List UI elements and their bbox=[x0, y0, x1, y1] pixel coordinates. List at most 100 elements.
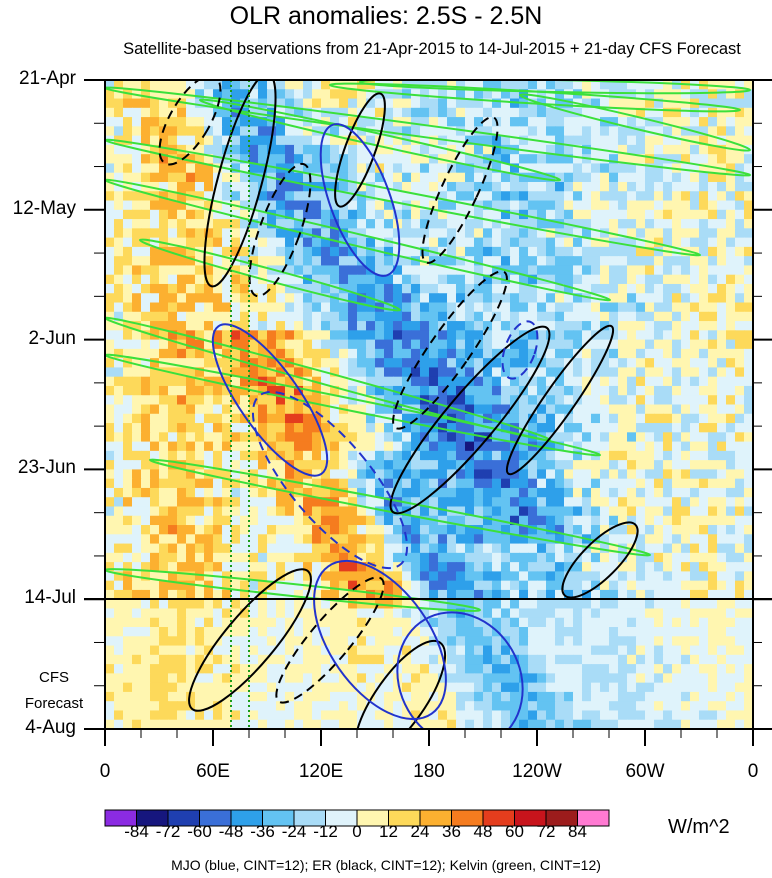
olr-cell bbox=[249, 163, 259, 174]
olr-cell bbox=[456, 552, 466, 563]
olr-cell bbox=[267, 385, 277, 396]
olr-cell bbox=[465, 608, 475, 619]
olr-cell bbox=[168, 181, 178, 192]
olr-cell bbox=[159, 701, 169, 712]
olr-cell bbox=[672, 293, 682, 304]
olr-cell bbox=[141, 385, 151, 396]
olr-cell bbox=[186, 404, 196, 415]
olr-cell bbox=[645, 404, 655, 415]
olr-cell bbox=[654, 645, 664, 656]
olr-cell bbox=[537, 237, 547, 248]
olr-cell bbox=[492, 710, 502, 721]
olr-cell bbox=[537, 617, 547, 628]
olr-cell bbox=[168, 682, 178, 693]
olr-cell bbox=[267, 460, 277, 470]
olr-cell bbox=[537, 385, 547, 396]
olr-cell bbox=[699, 228, 709, 239]
olr-cell bbox=[195, 450, 205, 461]
olr-cell bbox=[555, 163, 565, 174]
olr-cell bbox=[465, 701, 475, 712]
olr-cell bbox=[375, 525, 385, 535]
olr-cell bbox=[114, 450, 124, 461]
olr-cell bbox=[195, 237, 205, 248]
olr-cell bbox=[375, 460, 385, 470]
olr-cell bbox=[420, 441, 430, 452]
olr-cell bbox=[285, 348, 295, 359]
olr-cell bbox=[141, 339, 151, 350]
olr-cell bbox=[114, 580, 124, 591]
olr-cell bbox=[276, 487, 286, 498]
olr-cell bbox=[429, 701, 439, 712]
olr-cell bbox=[159, 80, 169, 90]
olr-cell bbox=[465, 330, 475, 341]
olr-cell bbox=[654, 376, 664, 387]
olr-cell bbox=[240, 636, 250, 647]
olr-cell bbox=[411, 339, 421, 350]
olr-cell bbox=[393, 404, 403, 415]
olr-cell bbox=[375, 710, 385, 721]
olr-cell bbox=[177, 265, 187, 276]
olr-cell bbox=[618, 283, 628, 294]
olr-cell bbox=[150, 98, 160, 109]
olr-cell bbox=[627, 673, 637, 684]
olr-cell bbox=[726, 525, 736, 535]
olr-cell bbox=[627, 497, 637, 508]
olr-cell bbox=[744, 664, 753, 674]
olr-cell bbox=[141, 608, 151, 619]
olr-cell bbox=[141, 423, 151, 433]
olr-cell bbox=[555, 311, 565, 322]
olr-cell bbox=[411, 219, 421, 229]
olr-cell bbox=[357, 599, 367, 610]
olr-cell bbox=[438, 413, 448, 424]
olr-cell bbox=[321, 543, 331, 554]
olr-cell bbox=[456, 627, 466, 637]
olr-cell bbox=[375, 144, 385, 155]
olr-cell bbox=[573, 321, 583, 331]
olr-cell bbox=[465, 487, 475, 498]
olr-cell bbox=[303, 691, 313, 702]
olr-cell bbox=[555, 617, 565, 628]
olr-cell bbox=[321, 89, 331, 100]
olr-cell bbox=[141, 543, 151, 554]
olr-cell bbox=[726, 701, 736, 712]
olr-cell bbox=[105, 664, 115, 674]
olr-cell bbox=[654, 228, 664, 239]
olr-cell bbox=[186, 673, 196, 684]
olr-cell bbox=[528, 107, 538, 118]
olr-cell bbox=[312, 404, 322, 415]
olr-cell bbox=[105, 330, 115, 341]
olr-cell bbox=[555, 432, 565, 443]
olr-cell bbox=[663, 691, 673, 702]
olr-cell bbox=[618, 552, 628, 563]
olr-cell bbox=[645, 525, 655, 535]
olr-cell bbox=[204, 497, 214, 508]
olr-cell bbox=[663, 209, 673, 220]
olr-cell bbox=[618, 348, 628, 359]
olr-cell bbox=[510, 107, 520, 118]
olr-cell bbox=[555, 460, 565, 470]
olr-cell bbox=[348, 330, 358, 341]
olr-cell bbox=[528, 80, 538, 90]
olr-cell bbox=[465, 358, 475, 369]
olr-cell bbox=[438, 274, 448, 285]
olr-cell bbox=[321, 200, 331, 211]
olr-cell bbox=[159, 395, 169, 406]
olr-cell bbox=[546, 348, 556, 359]
olr-cell bbox=[555, 385, 565, 396]
olr-cell bbox=[438, 80, 448, 90]
olr-cell bbox=[168, 80, 178, 90]
olr-cell bbox=[195, 589, 205, 600]
olr-cell bbox=[447, 274, 457, 285]
olr-cell bbox=[195, 552, 205, 563]
olr-cell bbox=[708, 534, 718, 545]
olr-cell bbox=[150, 144, 160, 155]
olr-cell bbox=[636, 191, 646, 202]
olr-cell bbox=[393, 701, 403, 712]
olr-cell bbox=[114, 348, 124, 359]
olr-cell bbox=[285, 423, 295, 433]
olr-cell bbox=[285, 645, 295, 656]
olr-cell bbox=[708, 627, 718, 637]
olr-cell bbox=[645, 89, 655, 100]
olr-cell bbox=[672, 283, 682, 294]
olr-cell bbox=[105, 450, 115, 461]
